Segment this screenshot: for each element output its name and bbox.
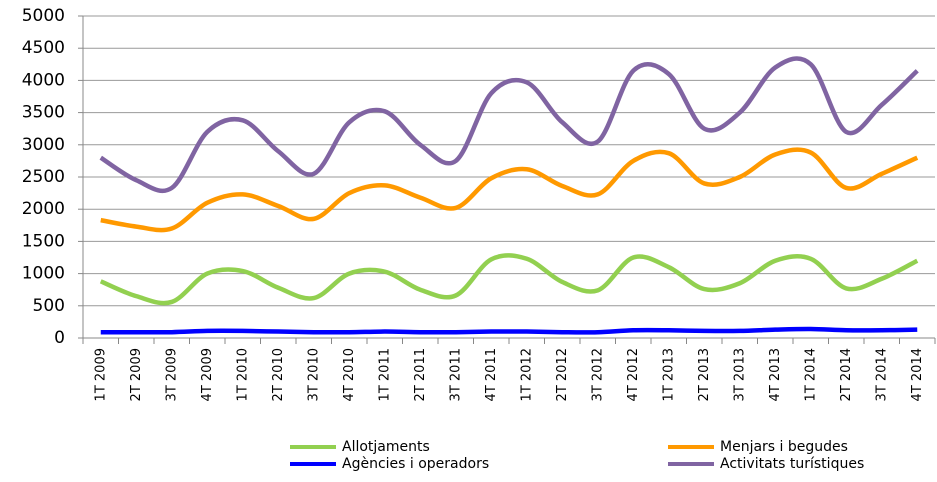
x-tick-label: 4T 2012 — [626, 348, 641, 401]
x-tick-label: 2T 2011 — [413, 348, 428, 401]
y-tick-label: 3000 — [22, 135, 65, 155]
x-tick-label: 3T 2012 — [590, 348, 605, 401]
y-tick-label: 4500 — [22, 38, 65, 58]
legend-label: Activitats turístiques — [720, 456, 864, 472]
x-tick-label: 3T 2009 — [164, 348, 179, 401]
x-tick-label: 4T 2011 — [484, 348, 499, 401]
y-tick-label: 3500 — [22, 103, 65, 123]
x-tick-label: 3T 2013 — [732, 348, 747, 401]
legend-label: Agències i operadors — [342, 456, 489, 472]
x-tick-label: 4T 2013 — [768, 348, 783, 401]
x-tick-label: 1T 2012 — [519, 348, 534, 401]
legend-label: Menjars i begudes — [720, 439, 848, 455]
series-line — [99, 253, 919, 306]
y-tick-label: 2000 — [22, 199, 65, 219]
y-tick-label: 1000 — [22, 264, 65, 284]
x-tick-label: 2T 2014 — [839, 348, 854, 401]
y-tick-label: 500 — [33, 296, 65, 316]
x-tick-label: 2T 2012 — [555, 348, 570, 401]
x-tick-label: 3T 2014 — [874, 348, 889, 401]
series-line — [100, 326, 918, 335]
x-tick-label: 2T 2009 — [129, 348, 144, 401]
x-tick-label: 3T 2011 — [448, 348, 463, 401]
y-tick-label: 4000 — [22, 70, 65, 90]
series-line — [100, 147, 919, 233]
x-tick-label: 2T 2013 — [697, 348, 712, 401]
legend-label: Allotjaments — [342, 439, 430, 455]
x-tick-label: 1T 2013 — [661, 348, 676, 401]
y-tick-label: 1500 — [22, 231, 65, 251]
x-tick-label: 1T 2014 — [803, 348, 818, 401]
x-tick-label: 1T 2009 — [93, 348, 108, 401]
x-tick-label: 2T 2010 — [271, 348, 286, 401]
x-tick-label: 4T 2014 — [910, 348, 925, 401]
y-tick-label: 5000 — [22, 6, 65, 26]
x-tick-label: 4T 2010 — [342, 348, 357, 401]
x-tick-label: 1T 2010 — [235, 348, 250, 401]
x-tick-label: 1T 2011 — [377, 348, 392, 401]
y-tick-label: 0 — [54, 328, 65, 348]
y-tick-label: 2500 — [22, 167, 65, 187]
series-line — [99, 56, 919, 194]
x-tick-label: 4T 2009 — [200, 348, 215, 401]
x-tick-label: 3T 2010 — [306, 348, 321, 401]
